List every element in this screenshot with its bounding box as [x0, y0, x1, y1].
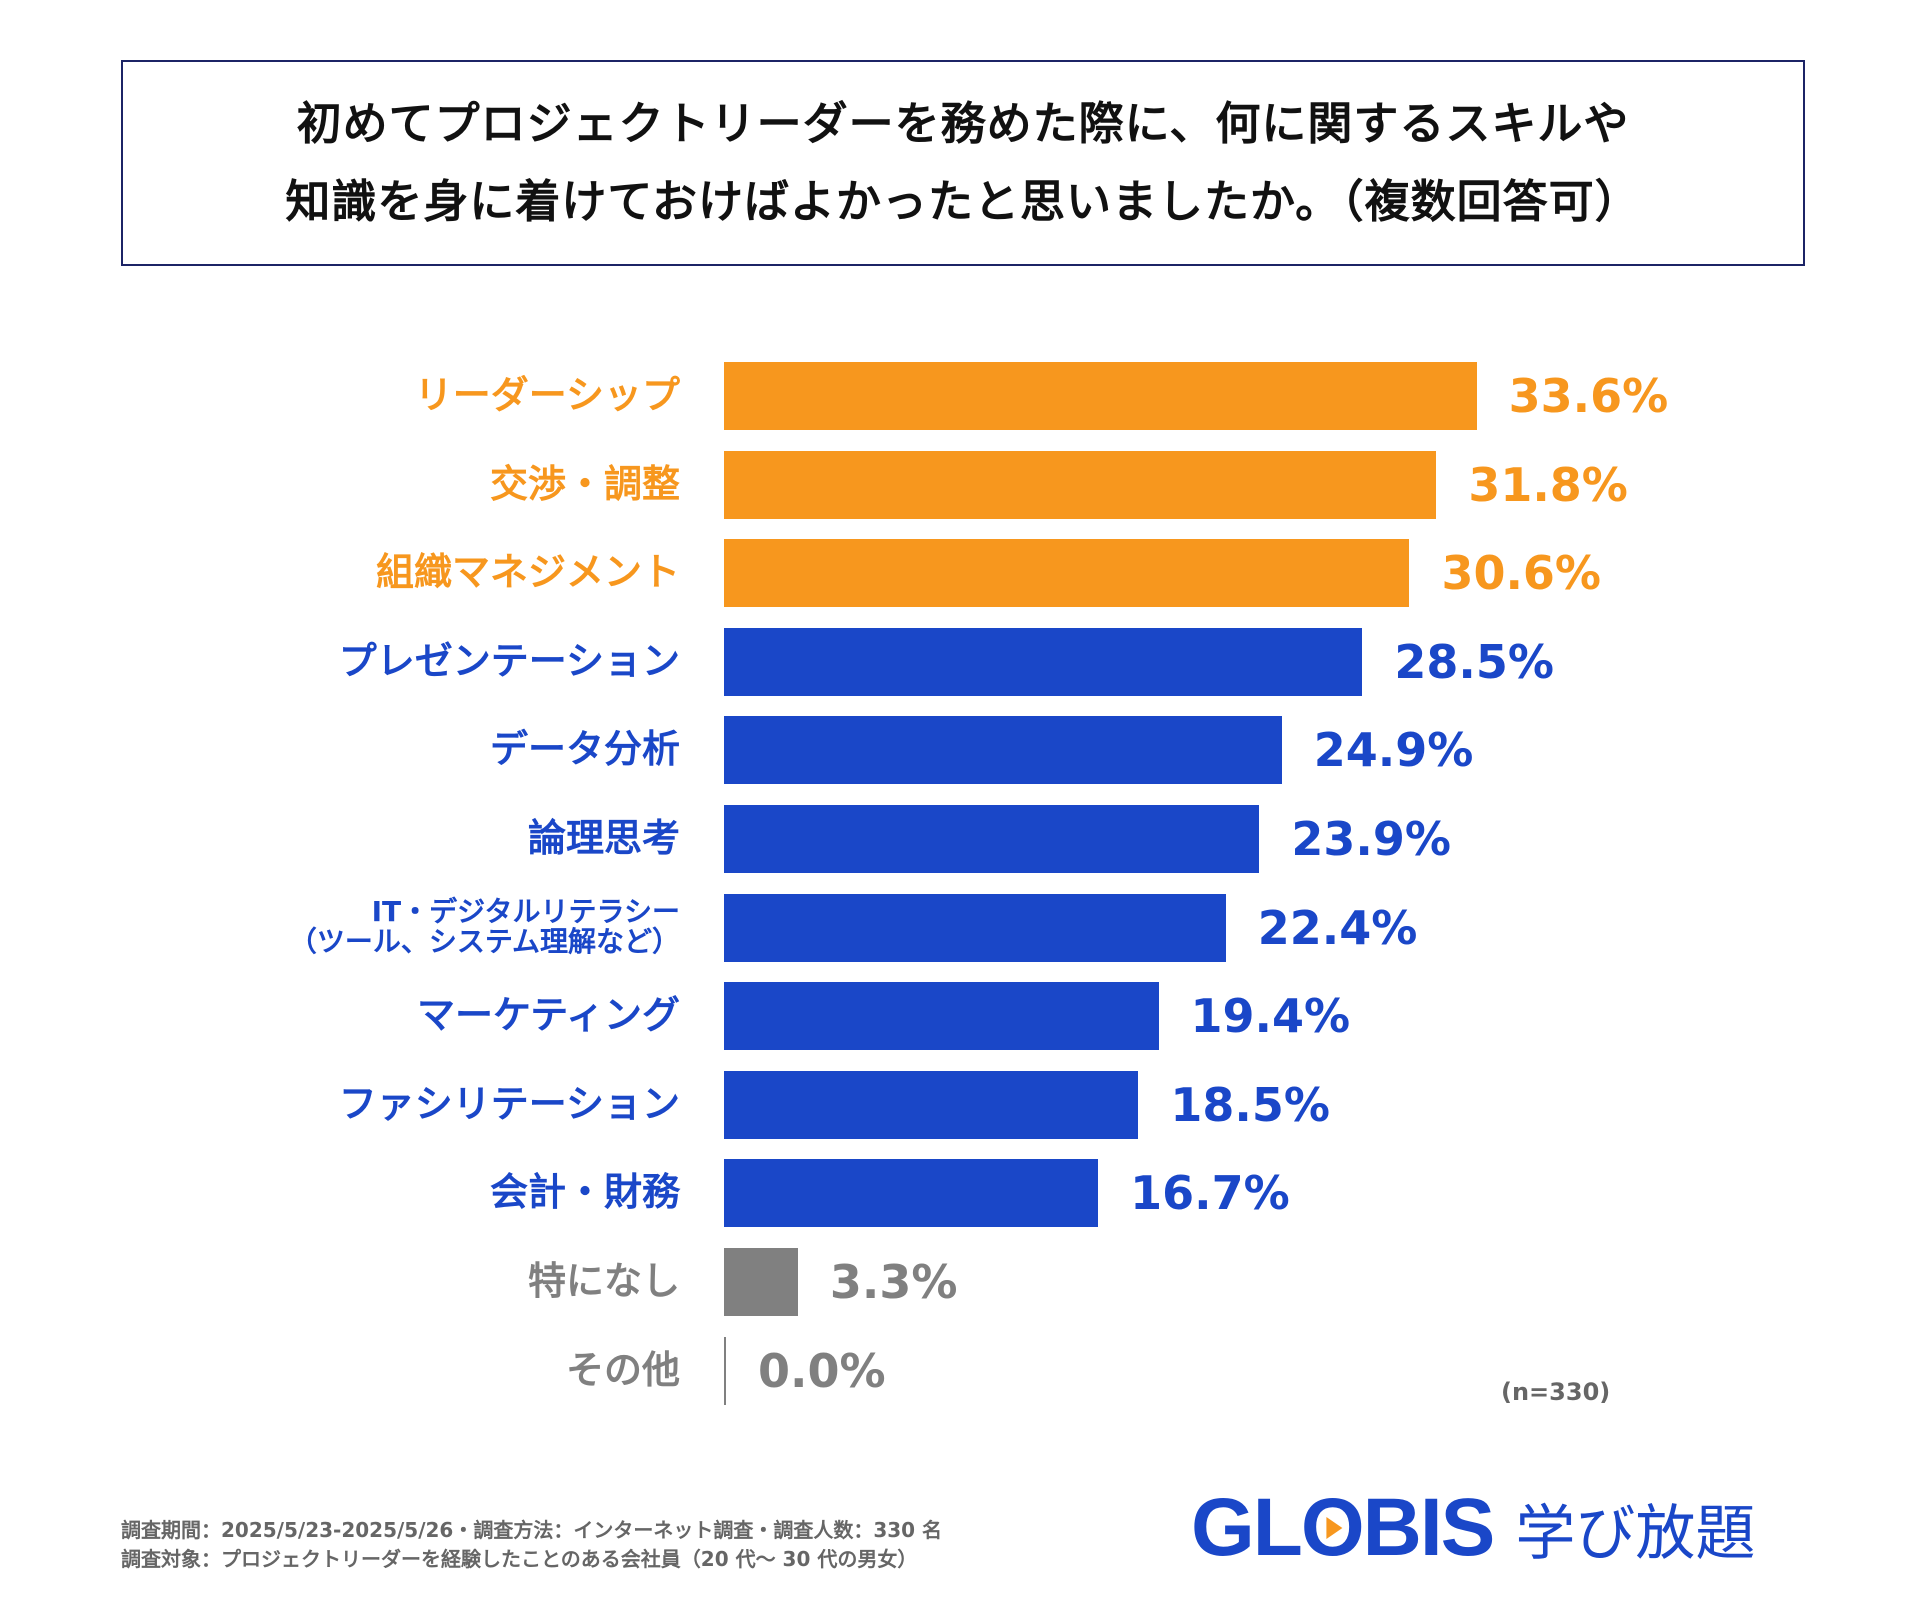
- bar: [724, 893, 1226, 962]
- category-label: IT・デジタルリテラシー （ツール、システム理解など）: [288, 894, 680, 959]
- bar: [724, 982, 1159, 1051]
- bar: [724, 450, 1437, 519]
- value-label: 22.4%: [1257, 900, 1418, 955]
- bar: [724, 362, 1477, 430]
- bar: [724, 805, 1260, 873]
- chart-title-line-1: 初めてプロジェクトリーダーを務めた際に、何に関するスキルや: [296, 97, 1630, 150]
- category-label-line: 論理思考: [527, 816, 680, 861]
- category-label: ファシリテーション: [338, 1081, 680, 1126]
- value-label: 28.5%: [1394, 634, 1554, 689]
- value-label: 19.4%: [1190, 989, 1351, 1044]
- survey-footer: 調査期間：2025/5/23-2025/5/26・調査方法：インターネット調査・…: [121, 1516, 942, 1574]
- category-label: マーケティング: [417, 993, 680, 1038]
- category-label-line: （ツール、システム理解など）: [288, 925, 680, 959]
- value-label: 23.9%: [1291, 812, 1451, 866]
- category-label: その他: [565, 1347, 680, 1392]
- category-label: プレゼンテーション: [338, 638, 680, 683]
- category-label: 論理思考: [527, 816, 680, 861]
- category-label: データ分析: [490, 729, 680, 771]
- bar: [724, 1070, 1139, 1139]
- category-label-line: リーダーシップ: [414, 373, 680, 418]
- value-label: 30.6%: [1441, 546, 1602, 601]
- category-label-line: マーケティング: [417, 993, 680, 1038]
- bar: [724, 1248, 798, 1316]
- chart-title-box: 初めてプロジェクトリーダーを務めた際に、何に関するスキルや 知識を身に着けておけ…: [121, 60, 1805, 266]
- bar: [724, 716, 1282, 785]
- bar: [724, 539, 1410, 608]
- survey-period: 調査期間：2025/5/23-2025/5/26・調査方法：インターネット調査・…: [121, 1518, 943, 1542]
- category-label-line: IT・デジタルリテラシー: [371, 894, 680, 928]
- chart-title-line-2: 知識を身に着けておけばよかったと思いましたか。（複数回答可）: [285, 175, 1641, 228]
- logo-brand: GLO BIS: [1191, 1482, 1495, 1573]
- bar: [724, 1336, 726, 1405]
- play-icon: [1326, 1517, 1343, 1539]
- category-label-line: ファシリテーション: [338, 1081, 680, 1126]
- category-label-line: プレゼンテーション: [338, 638, 680, 683]
- category-label-line: 会計・財務: [489, 1170, 680, 1215]
- category-label: 組織マネジメント: [375, 550, 680, 595]
- value-label: 33.6%: [1508, 369, 1669, 423]
- value-label: 31.8%: [1468, 457, 1628, 512]
- category-label: 交渉・調整: [489, 461, 680, 506]
- value-label: 24.9%: [1313, 723, 1474, 778]
- bar: [724, 627, 1363, 696]
- bar-chart: リーダーシップ 33.6% 交渉・調整 31.8% 組織マネジメント 30.6% プレゼンテ…: [288, 362, 1669, 1405]
- bar: [724, 1159, 1099, 1228]
- category-label: 特になし: [527, 1259, 680, 1304]
- value-label: 3.3%: [829, 1255, 958, 1309]
- value-label: 0.0%: [758, 1343, 886, 1398]
- category-label-line: その他: [565, 1347, 680, 1392]
- category-label-line: 組織マネジメント: [375, 550, 680, 595]
- logo-product: 学び放題: [1515, 1498, 1756, 1569]
- category-label: リーダーシップ: [414, 373, 680, 418]
- category-label-line: 交渉・調整: [489, 461, 680, 506]
- survey-target: 調査対象：プロジェクトリーダーを経験したことのある会社員（20 代～ 30 代の…: [121, 1547, 918, 1571]
- sample-size-note: (n=330): [1501, 1378, 1611, 1406]
- value-label: 18.5%: [1170, 1077, 1330, 1132]
- globis-logo: GLO BIS 学び放題: [1191, 1482, 1755, 1573]
- category-label-line: 特になし: [527, 1259, 680, 1304]
- category-label: 会計・財務: [490, 1172, 680, 1214]
- category-label-line: データ分析: [489, 727, 680, 772]
- value-label: 16.7%: [1130, 1166, 1290, 1221]
